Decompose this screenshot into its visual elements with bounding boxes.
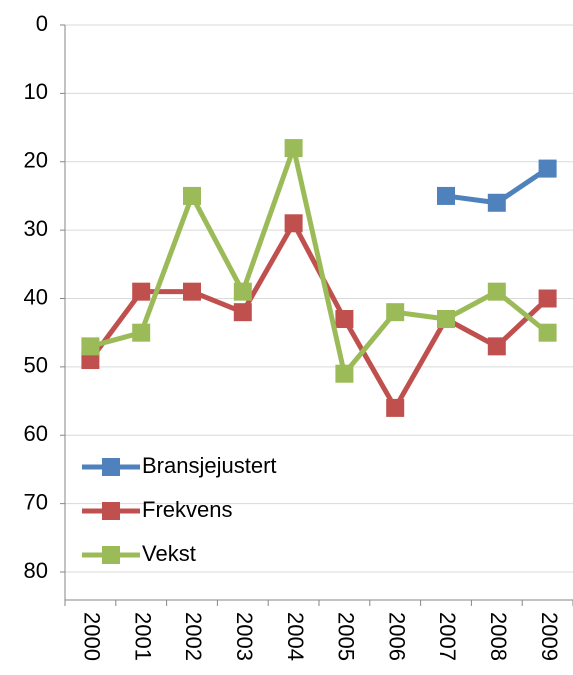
marker — [437, 310, 455, 329]
legend-label: Frekvens — [142, 497, 232, 522]
marker — [233, 282, 252, 301]
marker — [132, 323, 151, 342]
marker — [81, 337, 100, 356]
marker — [487, 193, 506, 212]
x-tick-label: 2009 — [537, 612, 562, 661]
x-tick-label: 2007 — [435, 612, 460, 661]
marker — [487, 282, 506, 301]
marker — [538, 159, 557, 178]
marker — [335, 310, 354, 329]
marker — [386, 398, 405, 417]
marker — [437, 186, 455, 205]
marker — [183, 186, 201, 205]
y-tick-label: 40 — [24, 284, 48, 309]
y-tick-label: 60 — [24, 421, 48, 446]
legend-marker — [102, 458, 120, 476]
y-tick-label: 10 — [24, 79, 48, 104]
marker — [81, 351, 100, 370]
marker — [538, 323, 557, 342]
x-tick-label: 2006 — [384, 612, 409, 661]
marker — [183, 282, 201, 301]
x-tick-label: 2005 — [334, 612, 359, 661]
y-tick-label: 30 — [24, 216, 48, 241]
series-line — [89, 145, 550, 377]
marker — [233, 303, 252, 322]
x-tick-label: 2002 — [181, 612, 206, 661]
marker — [386, 303, 405, 322]
y-tick-label: 80 — [24, 558, 48, 583]
x-tick-label: 2004 — [283, 612, 308, 661]
marker — [335, 364, 354, 383]
y-tick-label: 70 — [24, 489, 48, 514]
marker — [132, 282, 151, 301]
x-tick-label: 2000 — [80, 612, 105, 661]
y-tick-label: 0 — [36, 11, 48, 36]
y-tick-label: 50 — [24, 353, 48, 378]
x-tick-label: 2008 — [486, 612, 511, 661]
marker — [284, 214, 303, 233]
legend-label: Vekst — [142, 541, 196, 566]
marker — [487, 337, 506, 356]
marker — [284, 139, 303, 158]
legend-marker — [102, 546, 120, 564]
x-tick-label: 2001 — [130, 612, 155, 661]
x-tick-label: 2003 — [232, 612, 257, 661]
marker — [538, 289, 557, 308]
legend-label: Bransjejustert — [142, 453, 277, 478]
legend-marker — [102, 502, 120, 520]
y-tick-label: 20 — [24, 148, 48, 173]
